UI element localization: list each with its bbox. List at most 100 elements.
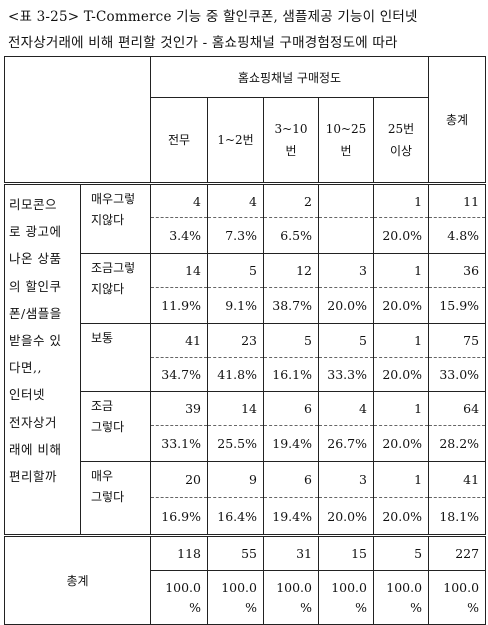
question-line: 전자상거 <box>9 414 58 430</box>
total-percent-value: 100.0 <box>276 579 312 595</box>
column-header-line2: 번 <box>340 144 352 158</box>
question-line: 폰/샘플을 <box>9 305 62 321</box>
percent-cell: 20.0% <box>372 287 430 324</box>
count-cell: 1 <box>372 323 430 358</box>
question-line: 나온 상품 <box>9 251 62 267</box>
response-label: 보통 <box>80 323 151 392</box>
percent-cell: 16.4% <box>207 497 264 537</box>
count-cell: 1 <box>372 461 430 498</box>
percent-cell: 33.1% <box>150 425 208 462</box>
count-cell: 14 <box>207 391 264 426</box>
count-cell: 1 <box>372 183 430 218</box>
percent-total-cell: 18.1% <box>428 497 487 537</box>
count-cell: 12 <box>263 253 319 288</box>
total-count-cell: 31 <box>263 535 319 571</box>
table-body: 홈쇼핑채널 구매정도 총계 전무 1~2번 3~10 번 10~25 번 25번 이상 리모콘… <box>4 56 487 625</box>
table-row: 16.9% 16.4% 19.4% 20.0% 20.0% 18.1% <box>5 497 487 537</box>
percent-cell: 19.4% <box>263 425 319 462</box>
percent-cell: 38.7% <box>263 287 319 324</box>
percent-cell: 33.3% <box>318 357 374 392</box>
total-percent-unit: % <box>467 599 480 615</box>
percent-total-cell: 28.2% <box>428 425 487 462</box>
total-percent-cell: 100.0% <box>263 570 319 625</box>
table-row: 보통 41 23 5 5 1 75 <box>5 323 487 392</box>
count-total-cell: 36 <box>428 253 487 288</box>
caption-line-2: 전자상거래에 비해 편리할 것인가 - 홈쇼핑채널 구매경험정도에 따라 <box>8 35 398 51</box>
count-cell: 2 <box>263 183 319 218</box>
total-percent-value: 100.0 <box>331 579 367 595</box>
response-label-line1: 보통 <box>91 331 114 345</box>
total-count-cell: 15 <box>318 535 374 571</box>
column-header-3: 10~25 번 <box>318 97 374 185</box>
total-percent-value: 100.0 <box>443 579 480 595</box>
question-line: 받을수 있 <box>9 333 62 349</box>
response-label-line1: 조금 <box>91 399 114 413</box>
group-header: 홈쇼핑채널 구매정도 <box>149 56 430 98</box>
count-cell: 23 <box>207 323 264 358</box>
percent-cell: 16.9% <box>150 497 208 537</box>
count-cell: 4 <box>150 183 208 218</box>
table-row: 3.4% 7.3% 6.5% 20.0% 4.8% <box>5 217 487 254</box>
table-row: 조금그렇 지않다 14 5 12 3 1 36 <box>5 253 487 324</box>
response-label-line2: 지않다 <box>91 282 125 296</box>
total-percent-unit: % <box>410 599 423 615</box>
column-header-0: 전무 <box>150 97 208 185</box>
count-cell <box>318 183 374 218</box>
count-cell: 6 <box>263 461 319 498</box>
table-row: 매우 그렇다 20 9 6 3 1 41 <box>5 461 487 537</box>
response-label-line2: 지않다 <box>91 213 125 227</box>
percent-cell: 20.0% <box>372 357 430 392</box>
column-header-line1: 25번 <box>387 122 415 136</box>
response-label-line1: 매우 <box>91 469 114 483</box>
count-total-cell: 75 <box>428 323 487 358</box>
count-total-cell: 41 <box>428 461 487 498</box>
percent-cell: 20.0% <box>372 497 430 537</box>
column-header-line1: 1~2번 <box>217 133 254 147</box>
total-percent-unit: % <box>189 599 201 615</box>
total-percent-unit: % <box>245 599 257 615</box>
response-label-line2: 그렇다 <box>91 490 125 504</box>
count-cell: 4 <box>207 183 264 218</box>
question-line: 로 광고에 <box>9 224 62 240</box>
percent-cell: 16.1% <box>263 357 319 392</box>
count-cell: 39 <box>150 391 208 426</box>
percent-cell: 20.0% <box>372 217 430 254</box>
count-cell: 3 <box>318 253 374 288</box>
column-header-line2: 이상 <box>389 144 413 158</box>
question-line: 리모콘으 <box>9 197 58 212</box>
count-cell: 3 <box>318 461 374 498</box>
total-percent-unit: % <box>300 599 312 615</box>
total-percent-value: 100.0 <box>386 579 423 595</box>
question-line: 의 할인쿠 <box>9 278 62 294</box>
data-table: 홈쇼핑채널 구매정도 총계 전무 1~2번 3~10 번 10~25 번 25번 이상 리모콘… <box>4 56 487 625</box>
count-total-cell: 11 <box>428 183 487 218</box>
grand-total-cell: 227 <box>428 535 487 571</box>
count-cell: 41 <box>150 323 208 358</box>
total-percent-cell: 100.0% <box>372 570 430 625</box>
table-row: 34.7% 41.8% 16.1% 33.3% 20.0% 33.0% <box>5 357 487 392</box>
percent-total-cell: 15.9% <box>428 287 487 324</box>
table-row: 리모콘으 로 광고에 나온 상품 의 할인쿠 폰/샘플을 받을수 있 다면,, 인터넷 전자상거… <box>4 183 487 537</box>
count-cell: 5 <box>263 323 319 358</box>
count-cell: 9 <box>207 461 264 498</box>
response-label-line1: 조금그렇 <box>91 261 136 275</box>
total-percent-value: 100.0 <box>165 579 201 595</box>
percent-cell: 20.0% <box>318 497 374 537</box>
percent-cell: 7.3% <box>207 217 264 254</box>
percent-cell: 11.9% <box>150 287 208 324</box>
total-count-row: 총계 118 55 31 15 5 227 <box>4 535 487 625</box>
total-count-cell: 118 <box>150 535 208 571</box>
total-percent-cell: 100.0% <box>207 570 264 625</box>
percent-cell: 9.1% <box>207 287 264 324</box>
question-line: 편리할까 <box>9 469 58 485</box>
percent-cell: 19.4% <box>263 497 319 537</box>
question-cell: 리모콘으 로 광고에 나온 상품 의 할인쿠 폰/샘플을 받을수 있 다면,, 인터넷 전자상거… <box>4 183 81 537</box>
percent-cell: 20.0% <box>372 425 430 462</box>
question-line: 인터넷 <box>9 387 46 403</box>
total-percent-unit: % <box>355 599 367 615</box>
total-percent-cell: 100.0% <box>318 570 374 625</box>
column-header-2: 3~10 번 <box>263 97 319 185</box>
